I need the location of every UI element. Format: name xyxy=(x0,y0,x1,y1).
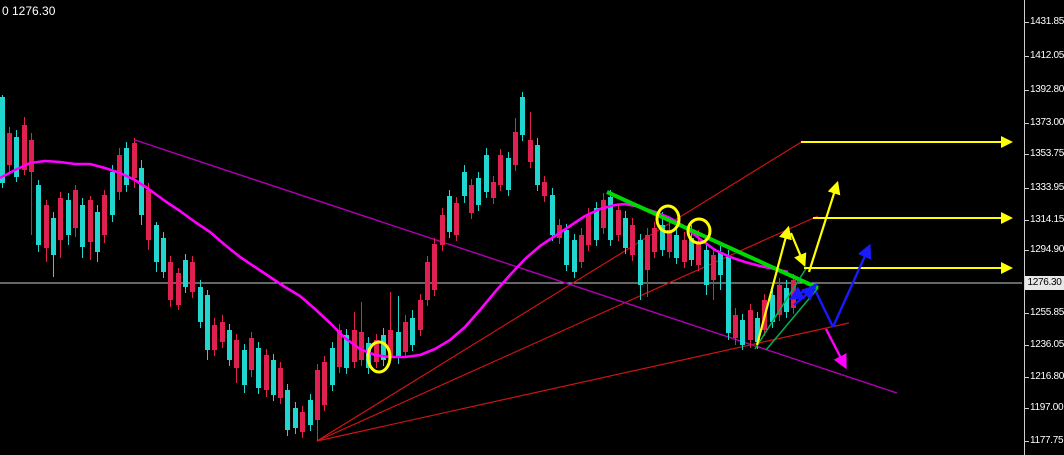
red-fan-trendline[interactable] xyxy=(316,140,804,442)
yellow-forecast-arrow[interactable] xyxy=(807,180,841,273)
axis-tick xyxy=(1024,154,1029,155)
yellow-highlight-circle[interactable] xyxy=(686,217,712,245)
price-axis[interactable]: 1276.30 1431.85 1412.05 1392.80 1373.00 1353… xyxy=(1024,0,1064,455)
price-axis-label: 1333.95 xyxy=(1030,182,1064,193)
price-axis-label: 1236.05 xyxy=(1030,339,1064,350)
yellow-forecast-arrow[interactable] xyxy=(789,232,807,268)
green-resistance-line[interactable] xyxy=(606,190,819,290)
magenta-forecast-arrow[interactable] xyxy=(824,328,847,370)
price-axis-label: 1314.15 xyxy=(1030,214,1064,225)
red-fan-trendline[interactable] xyxy=(316,322,850,442)
axis-tick xyxy=(1024,408,1029,409)
price-axis-label: 1197.00 xyxy=(1030,402,1064,413)
price-axis-label: 1255.85 xyxy=(1030,307,1064,318)
green-channel-line[interactable] xyxy=(754,266,808,350)
price-axis-label: 1392.80 xyxy=(1030,84,1064,95)
axis-tick xyxy=(1024,345,1029,346)
axis-tick xyxy=(1024,188,1029,189)
red-fan-trendline[interactable] xyxy=(316,215,819,442)
axis-tick xyxy=(1024,220,1029,221)
axis-tick xyxy=(1024,56,1029,57)
purple-downtrend-line[interactable] xyxy=(134,139,898,394)
price-axis-label: 1294.90 xyxy=(1030,244,1064,255)
price-axis-label: 1412.05 xyxy=(1030,50,1064,61)
ohlc-status-text: 0 1276.30 xyxy=(2,4,56,18)
axis-tick xyxy=(1024,90,1029,91)
price-axis-label: 1431.85 xyxy=(1030,16,1064,27)
blue-forecast-arrow[interactable] xyxy=(831,243,872,328)
blue-forecast-arrow[interactable] xyxy=(814,291,835,328)
price-axis-label: 1373.00 xyxy=(1030,117,1064,128)
price-axis-label: 1353.75 xyxy=(1030,148,1064,159)
price-axis-label: 1216.80 xyxy=(1030,371,1064,382)
axis-tick xyxy=(1024,22,1029,23)
axis-tick xyxy=(1024,441,1029,442)
axis-tick xyxy=(1024,250,1029,251)
axis-tick xyxy=(1024,377,1029,378)
axis-tick xyxy=(1024,123,1029,124)
current-price-tag: 1276.30 xyxy=(1025,276,1064,290)
price-axis-label: 1177.75 xyxy=(1030,435,1064,446)
blue-forecast-arrow[interactable] xyxy=(793,285,817,306)
yellow-highlight-circle[interactable] xyxy=(655,204,681,234)
yellow-highlight-circle[interactable] xyxy=(366,340,392,374)
axis-tick xyxy=(1024,313,1029,314)
price-axis-border xyxy=(1024,0,1025,455)
yellow-forecast-arrow[interactable] xyxy=(755,225,792,346)
